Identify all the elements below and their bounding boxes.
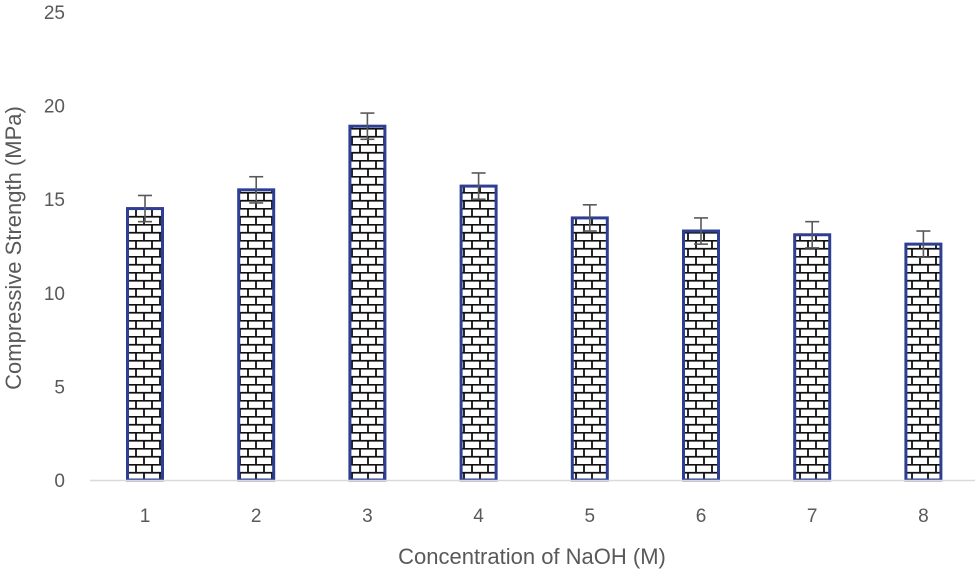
- error-bar: [471, 172, 486, 200]
- x-tick-label: 3: [362, 506, 373, 527]
- bar: [237, 188, 276, 482]
- bar: [904, 242, 943, 482]
- bar: [793, 233, 832, 482]
- x-tick-label: 4: [473, 506, 484, 527]
- bar: [348, 124, 387, 482]
- x-tick-label: 1: [140, 506, 151, 527]
- error-bar: [138, 194, 152, 223]
- bars-group: [126, 124, 943, 482]
- error-bar: [360, 112, 375, 141]
- error-bar: [916, 230, 931, 259]
- x-axis: 1 2 3 4 5 6 7 8: [140, 506, 929, 527]
- y-tick-label: 20: [44, 97, 65, 118]
- y-tick-label: 25: [44, 3, 65, 24]
- y-axis: 0 5 10 15 20 25: [44, 3, 65, 492]
- bar: [682, 229, 720, 482]
- x-tick-label: 6: [696, 506, 707, 527]
- error-bar: [582, 204, 597, 232]
- error-bar: [805, 220, 820, 249]
- y-tick-label: 15: [44, 190, 65, 211]
- error-bar: [249, 175, 264, 204]
- x-tick-label: 5: [585, 506, 596, 527]
- x-tick-label: 7: [807, 506, 818, 527]
- x-tick-label: 8: [918, 506, 929, 527]
- x-axis-title: Concentration of NaOH (M): [398, 544, 666, 569]
- bar: [126, 207, 164, 482]
- bar: [459, 184, 498, 482]
- y-tick-label: 5: [54, 377, 65, 398]
- y-tick-label: 10: [44, 284, 65, 305]
- bar: [570, 216, 609, 482]
- x-tick-label: 2: [251, 506, 262, 527]
- error-bars-group: [138, 112, 931, 259]
- error-bar: [694, 217, 708, 245]
- y-axis-title: Compressive Strength (MPa): [1, 106, 26, 390]
- y-tick-label: 0: [54, 471, 65, 492]
